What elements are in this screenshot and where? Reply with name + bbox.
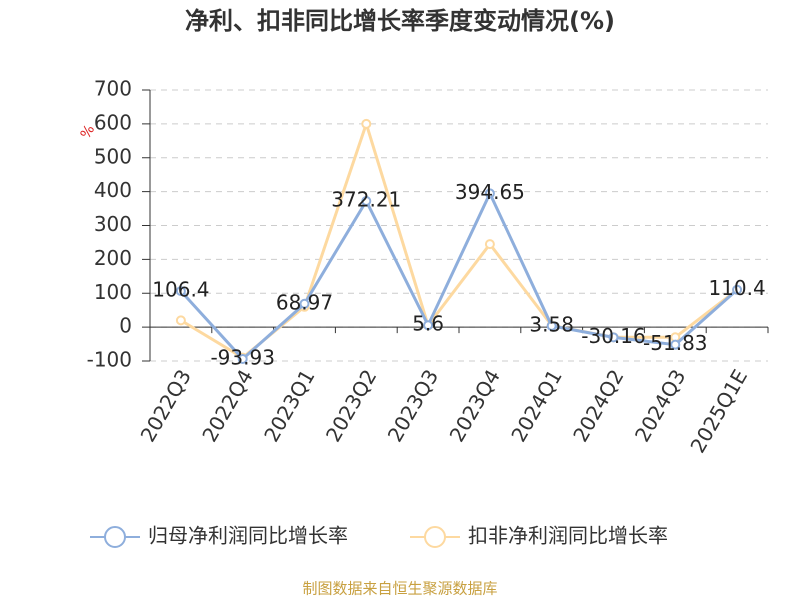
data-point [175,286,186,297]
x-tick-label: 2023Q4 [445,365,505,446]
data-point [361,118,372,129]
x-tick-label: 2024Q1 [506,365,566,446]
series-line [179,189,739,362]
y-tick-label: 700 [94,77,132,101]
data-label: -30.16 [581,324,645,348]
data-label: 110.4 [708,276,765,300]
data-label: 68.97 [276,290,333,314]
chart-title: 净利、扣非同比增长率季度变动情况(%) [185,7,615,35]
legend-marker [424,526,446,548]
data-point [361,196,372,207]
y-tick-label: 0 [119,314,132,338]
y-tick-label: 200 [94,246,132,270]
data-point [237,353,248,364]
y-tick-label: 100 [94,280,132,304]
x-tick-label: 2023Q2 [321,365,381,446]
x-tick-label: 2022Q3 [136,365,196,446]
data-label: 106.4 [152,278,209,302]
data-point [670,339,681,350]
source-note: 制图数据来自恒生聚源数据库 [302,580,497,598]
data-point [546,320,557,331]
x-tick-label: 2022Q4 [197,365,257,446]
data-point [484,188,495,199]
data-point [423,320,434,331]
x-tick-label: 2024Q2 [568,365,628,446]
legend-marker [104,526,126,548]
data-label: 5.6 [412,312,444,336]
y-tick-label: -100 [87,348,132,372]
y-tick-label: 500 [94,144,132,168]
y-tick-label: 300 [94,212,132,236]
x-tick-label: 2023Q1 [259,365,319,446]
series-line [180,118,739,360]
x-tick-label: 2023Q3 [383,365,443,446]
data-label: 3.58 [529,312,574,336]
data-label: 372.21 [331,188,401,212]
x-tick-label: 2024Q3 [630,365,690,446]
data-point [299,298,310,309]
legend-label: 扣非净利润同比增长率 [468,524,668,548]
data-point [175,315,186,326]
x-tick-label: 2025Q1E [685,365,752,457]
data-label: -93.93 [210,345,274,369]
legend-label: 归母净利润同比增长率 [148,524,348,548]
data-point [608,332,619,343]
y-tick-label: 400 [94,178,132,202]
data-point [484,239,495,250]
data-point [732,284,743,295]
data-label: -51.83 [643,331,707,355]
data-label: 394.65 [455,180,525,204]
y-tick-label: 600 [94,110,132,134]
